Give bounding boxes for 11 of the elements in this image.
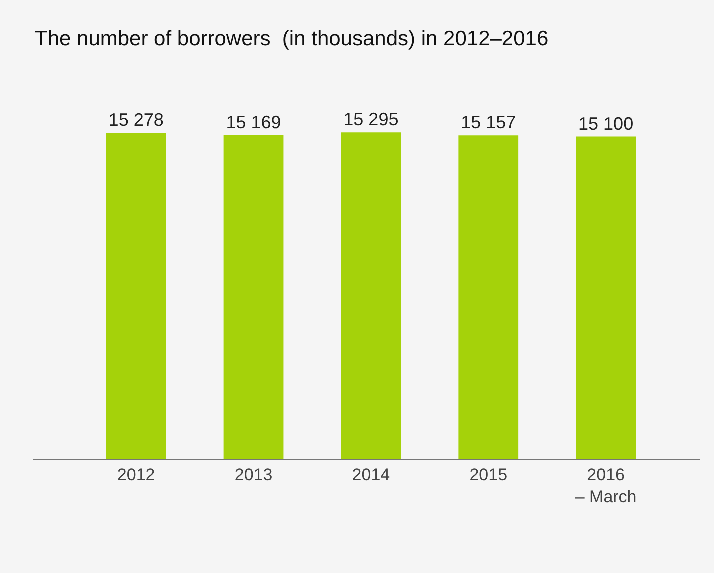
data-label: 15 278 [108,110,164,130]
x-tick-label: 2016 – March [575,465,637,506]
data-label: 15 295 [344,110,399,130]
data-label: 15 100 [578,114,634,134]
x-tick-label: 2014 [352,465,390,484]
x-tick-label: 2012 [117,465,156,484]
data-label: 15 157 [461,112,516,133]
x-tick-label: 2015 [470,465,508,484]
chart-title: The number of borrowers (in thousands) in 2012–2016 [35,27,549,50]
data-label: 15 169 [226,112,282,132]
x-tick-label: 2013 [234,465,273,484]
